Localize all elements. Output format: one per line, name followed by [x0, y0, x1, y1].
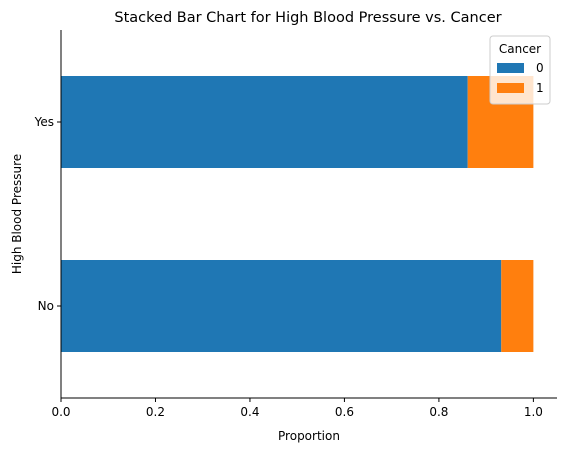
x-axis-label: Proportion [278, 429, 340, 443]
x-tick-label: 0.8 [429, 405, 448, 419]
legend-items: 01 [497, 61, 544, 95]
x-tick-label: 0.0 [51, 405, 70, 419]
y-axis-label: High Blood Pressure [10, 154, 24, 274]
chart-title: Stacked Bar Chart for High Blood Pressur… [114, 10, 501, 26]
y-tick-label: Yes [34, 115, 54, 129]
x-tick-label: 0.6 [335, 405, 354, 419]
legend-title: Cancer [499, 42, 541, 56]
bars-layer [61, 76, 534, 352]
legend-swatch-1 [497, 83, 524, 93]
legend-label-1: 1 [536, 81, 544, 95]
x-tick-label: 0.2 [146, 405, 165, 419]
bar-no-cancer-1 [501, 260, 534, 352]
x-tick-label: 1.0 [524, 405, 543, 419]
bar-no-cancer-0 [61, 260, 502, 352]
legend: Cancer 01 [489, 35, 551, 105]
x-tick-label: 0.4 [240, 405, 259, 419]
bar-yes-cancer-0 [61, 76, 468, 168]
x-ticks-layer: 0.0 0.2 0.4 0.6 0.8 1.0 [51, 398, 543, 419]
legend-label-0: 0 [536, 61, 544, 75]
y-ticks-layer: No Yes [34, 115, 61, 313]
legend-swatch-0 [497, 63, 524, 73]
y-tick-label: No [38, 299, 54, 313]
